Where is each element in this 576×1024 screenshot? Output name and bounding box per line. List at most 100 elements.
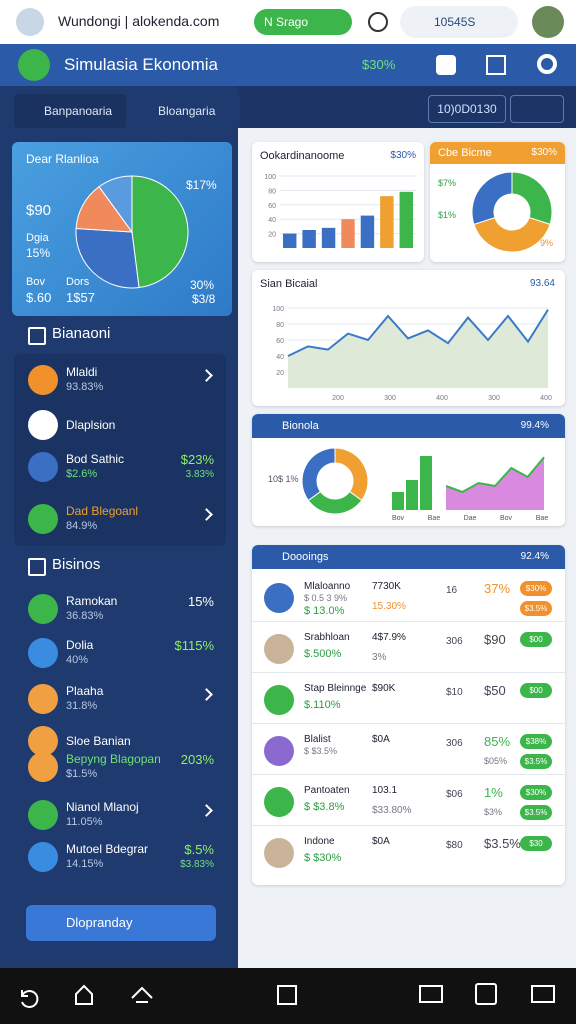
row-pill[interactable]: $30% — [520, 785, 552, 800]
item-sub: 31.8% — [66, 700, 98, 712]
card-title: Doooings — [282, 551, 329, 563]
row-pill[interactable]: $00 — [520, 683, 552, 698]
main-panel: 10)0D0130 Ookardinanoome $30% 20 40 60 80 100 C… — [238, 86, 576, 968]
row-icon[interactable] — [264, 583, 294, 613]
row-icon[interactable] — [264, 838, 294, 868]
area-line — [445, 456, 545, 494]
row-pct: 85% — [484, 734, 511, 749]
tab[interactable]: 10)0D0130 — [428, 95, 506, 123]
row-name[interactable]: Srabhloan — [304, 632, 350, 643]
item-name[interactable]: Bod Sathic — [66, 452, 125, 466]
row-pill2[interactable]: $3.5% — [520, 754, 552, 769]
item-icon[interactable] — [28, 752, 58, 782]
row-pill[interactable]: $00 — [520, 632, 552, 647]
table-card: Doooings 92.4% Mlaloanno $ 0.5 3 9% $ 13.0% 7… — [252, 545, 565, 885]
item-name[interactable]: Plaaha — [66, 684, 104, 698]
summary-stat: 15% — [26, 246, 51, 260]
row-pill2[interactable]: $3.5% — [520, 805, 552, 820]
item-name[interactable]: Bepyng Blagopan — [66, 752, 161, 766]
bar — [380, 196, 394, 248]
tab-controls[interactable] — [510, 95, 564, 123]
search-tab[interactable]: Banpanoaria — [14, 94, 126, 128]
item-name[interactable]: Dlaplsion — [66, 418, 116, 432]
up[interactable] — [131, 986, 153, 1003]
item-name[interactable]: Nianol Mlanoj — [66, 800, 139, 814]
chevron[interactable] — [200, 804, 213, 817]
logo[interactable] — [18, 49, 50, 81]
item-icon[interactable] — [28, 594, 58, 624]
url[interactable]: Wundongi | alokenda.com — [58, 13, 220, 29]
row-value: 103.1 — [372, 785, 398, 796]
row-name[interactable]: Stap Bleinnge — [304, 683, 367, 694]
pie-slice — [75, 227, 140, 289]
browser-bar: Wundongi | alokenda.com N Srago 10545S — [0, 0, 576, 44]
card-stat: $30% — [390, 150, 416, 161]
row-icon[interactable] — [264, 634, 294, 664]
item-name[interactable]: Dolia — [66, 638, 94, 652]
recent[interactable] — [277, 985, 297, 1005]
y-tick-label: 40 — [268, 217, 276, 224]
dropdown[interactable]: Dlopranday — [26, 905, 216, 941]
row-pill[interactable]: $30 — [520, 836, 552, 851]
row-icon[interactable] — [264, 685, 294, 715]
item-icon[interactable] — [28, 726, 58, 756]
icon[interactable] — [436, 55, 456, 75]
pie-slice — [473, 216, 551, 253]
section-icon — [28, 327, 46, 345]
item-icon[interactable] — [28, 410, 58, 440]
home[interactable] — [75, 984, 93, 1005]
summary-stat: Dors — [66, 276, 90, 288]
card-title: Bionola — [282, 420, 319, 432]
item-icon[interactable] — [28, 842, 58, 872]
chart-label: 10$ 1% — [268, 474, 299, 484]
row-value2: 3% — [372, 652, 387, 663]
icon[interactable] — [368, 12, 388, 32]
row-name[interactable]: Blalist — [304, 734, 331, 745]
chevron[interactable] — [200, 688, 213, 701]
row-pct: 1% — [484, 785, 503, 800]
search-tab[interactable]: Bloangaria — [128, 94, 240, 128]
item-icon[interactable] — [28, 452, 58, 482]
avatar[interactable] — [16, 8, 44, 36]
line-card: Sian Bicaial 93.64 20 40 60 80 100 200 300 400 300… — [252, 270, 565, 406]
summary-stat: Bov — [26, 276, 45, 288]
item-icon[interactable] — [28, 800, 58, 830]
row-name[interactable]: Mlaloanno — [304, 581, 351, 592]
item-name[interactable]: Ramokan — [66, 594, 118, 608]
item-icon[interactable] — [28, 638, 58, 668]
item-name[interactable]: Sloe Banian — [66, 734, 131, 748]
row-icon[interactable] — [264, 736, 294, 766]
badge[interactable]: 10545S — [400, 6, 518, 38]
settings[interactable] — [537, 54, 557, 74]
row-value: 7730K — [372, 581, 401, 592]
item-icon[interactable] — [28, 684, 58, 714]
item-name[interactable]: Dad Blegoanl — [66, 504, 139, 518]
header-stat: $30% — [362, 57, 396, 72]
icon[interactable] — [419, 985, 443, 1003]
status-pill[interactable]: N Srago — [254, 9, 352, 35]
row-name[interactable]: Pantoaten — [304, 785, 350, 796]
item-name[interactable]: Mlaldi — [66, 365, 98, 379]
item-icon[interactable] — [28, 504, 58, 534]
bar — [406, 480, 418, 510]
x-tick-label: Bae — [536, 515, 549, 522]
pie-slice — [301, 447, 336, 502]
row-pill2[interactable]: $3.5% — [520, 601, 552, 616]
icon[interactable] — [486, 55, 506, 75]
back[interactable] — [21, 990, 39, 1008]
row-count: 306 — [446, 636, 463, 647]
row-count: 16 — [446, 585, 458, 596]
item-value2: 3.83% — [185, 469, 214, 480]
icon[interactable] — [475, 983, 497, 1005]
item-icon[interactable] — [28, 365, 58, 395]
row-pill[interactable]: $38% — [520, 734, 552, 749]
item-name[interactable]: Mutoel Bdegrar — [66, 842, 149, 856]
icon[interactable] — [531, 985, 555, 1003]
row-name[interactable]: Indone — [304, 836, 335, 847]
profile[interactable] — [532, 6, 564, 38]
row-pill[interactable]: $30% — [520, 581, 552, 596]
item-sub: 11.05% — [66, 816, 103, 828]
mix-card: Bionola 99.4% 10$ 1% Bov Bae Dae Bov Bae — [252, 414, 565, 526]
row-icon[interactable] — [264, 787, 294, 817]
item-sub: 84.9% — [66, 520, 98, 532]
